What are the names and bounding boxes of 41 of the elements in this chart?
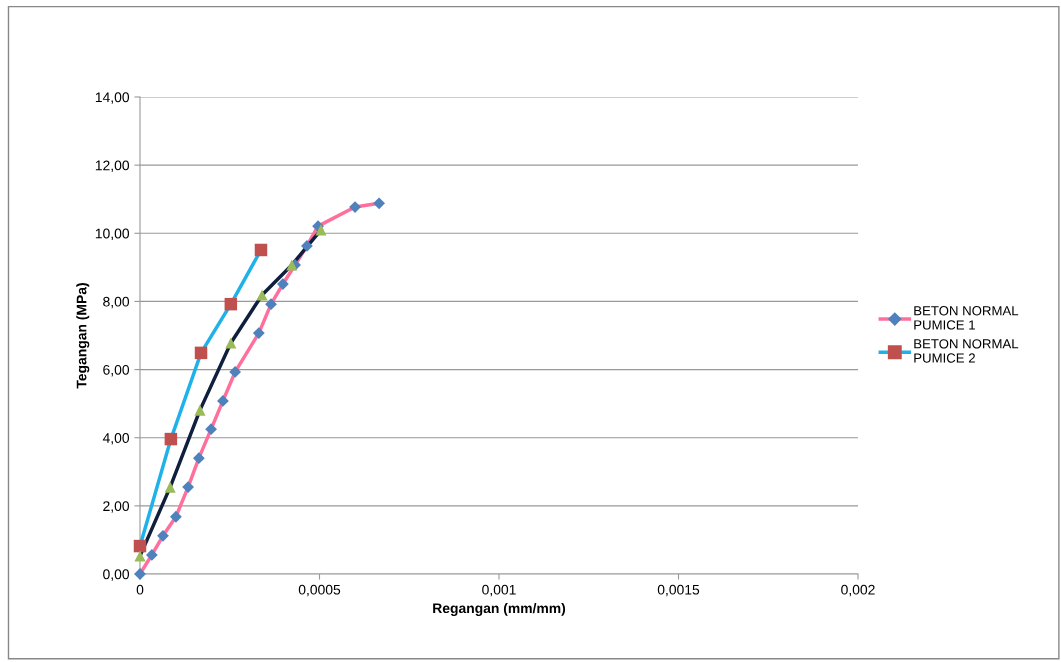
x-tick-label: 0 bbox=[136, 584, 144, 595]
point bbox=[145, 549, 158, 561]
point bbox=[373, 197, 385, 210]
x-tick-label: 0,002 bbox=[841, 584, 875, 597]
y-tick-label: 8,00 bbox=[103, 296, 130, 309]
x-tick-label: 0,001 bbox=[482, 584, 516, 597]
point bbox=[301, 240, 313, 252]
point bbox=[224, 297, 238, 311]
legend-label: BETON NORMAL PUMICE 2 bbox=[914, 339, 1019, 363]
x-tick-label: 0,0015 bbox=[657, 584, 700, 597]
point bbox=[194, 346, 208, 360]
y-tick-label: 2,00 bbox=[103, 501, 130, 513]
x-axis-title: Regangan (mm/mm) bbox=[433, 602, 566, 616]
point bbox=[182, 481, 194, 494]
point bbox=[194, 404, 206, 416]
x-tick-label: 0,0005 bbox=[298, 584, 341, 597]
point bbox=[315, 224, 327, 236]
point bbox=[256, 289, 268, 301]
point bbox=[225, 337, 237, 349]
point bbox=[164, 481, 176, 493]
point bbox=[205, 423, 217, 436]
point bbox=[217, 395, 229, 407]
y-tick-label: 10,00 bbox=[95, 228, 130, 241]
point bbox=[276, 278, 289, 290]
point bbox=[134, 550, 146, 562]
point bbox=[133, 539, 147, 553]
y-tick-label: 4,00 bbox=[102, 433, 130, 445]
point bbox=[229, 366, 242, 378]
point bbox=[252, 327, 265, 340]
y-tick-label: 6,00 bbox=[103, 364, 130, 377]
point bbox=[254, 243, 268, 257]
y-axis-title: Tegangan (MPa) bbox=[76, 283, 90, 389]
point bbox=[192, 452, 205, 465]
point bbox=[265, 298, 277, 311]
y-tick-label: 0,00 bbox=[103, 569, 130, 581]
y-tick-label: 12,00 bbox=[95, 160, 130, 172]
point bbox=[157, 529, 169, 542]
legend-label: BETON NORMAL PUMICE 1 bbox=[914, 306, 1019, 330]
point bbox=[170, 510, 182, 523]
y-tick-label: 14,00 bbox=[95, 92, 130, 104]
point bbox=[164, 432, 178, 446]
